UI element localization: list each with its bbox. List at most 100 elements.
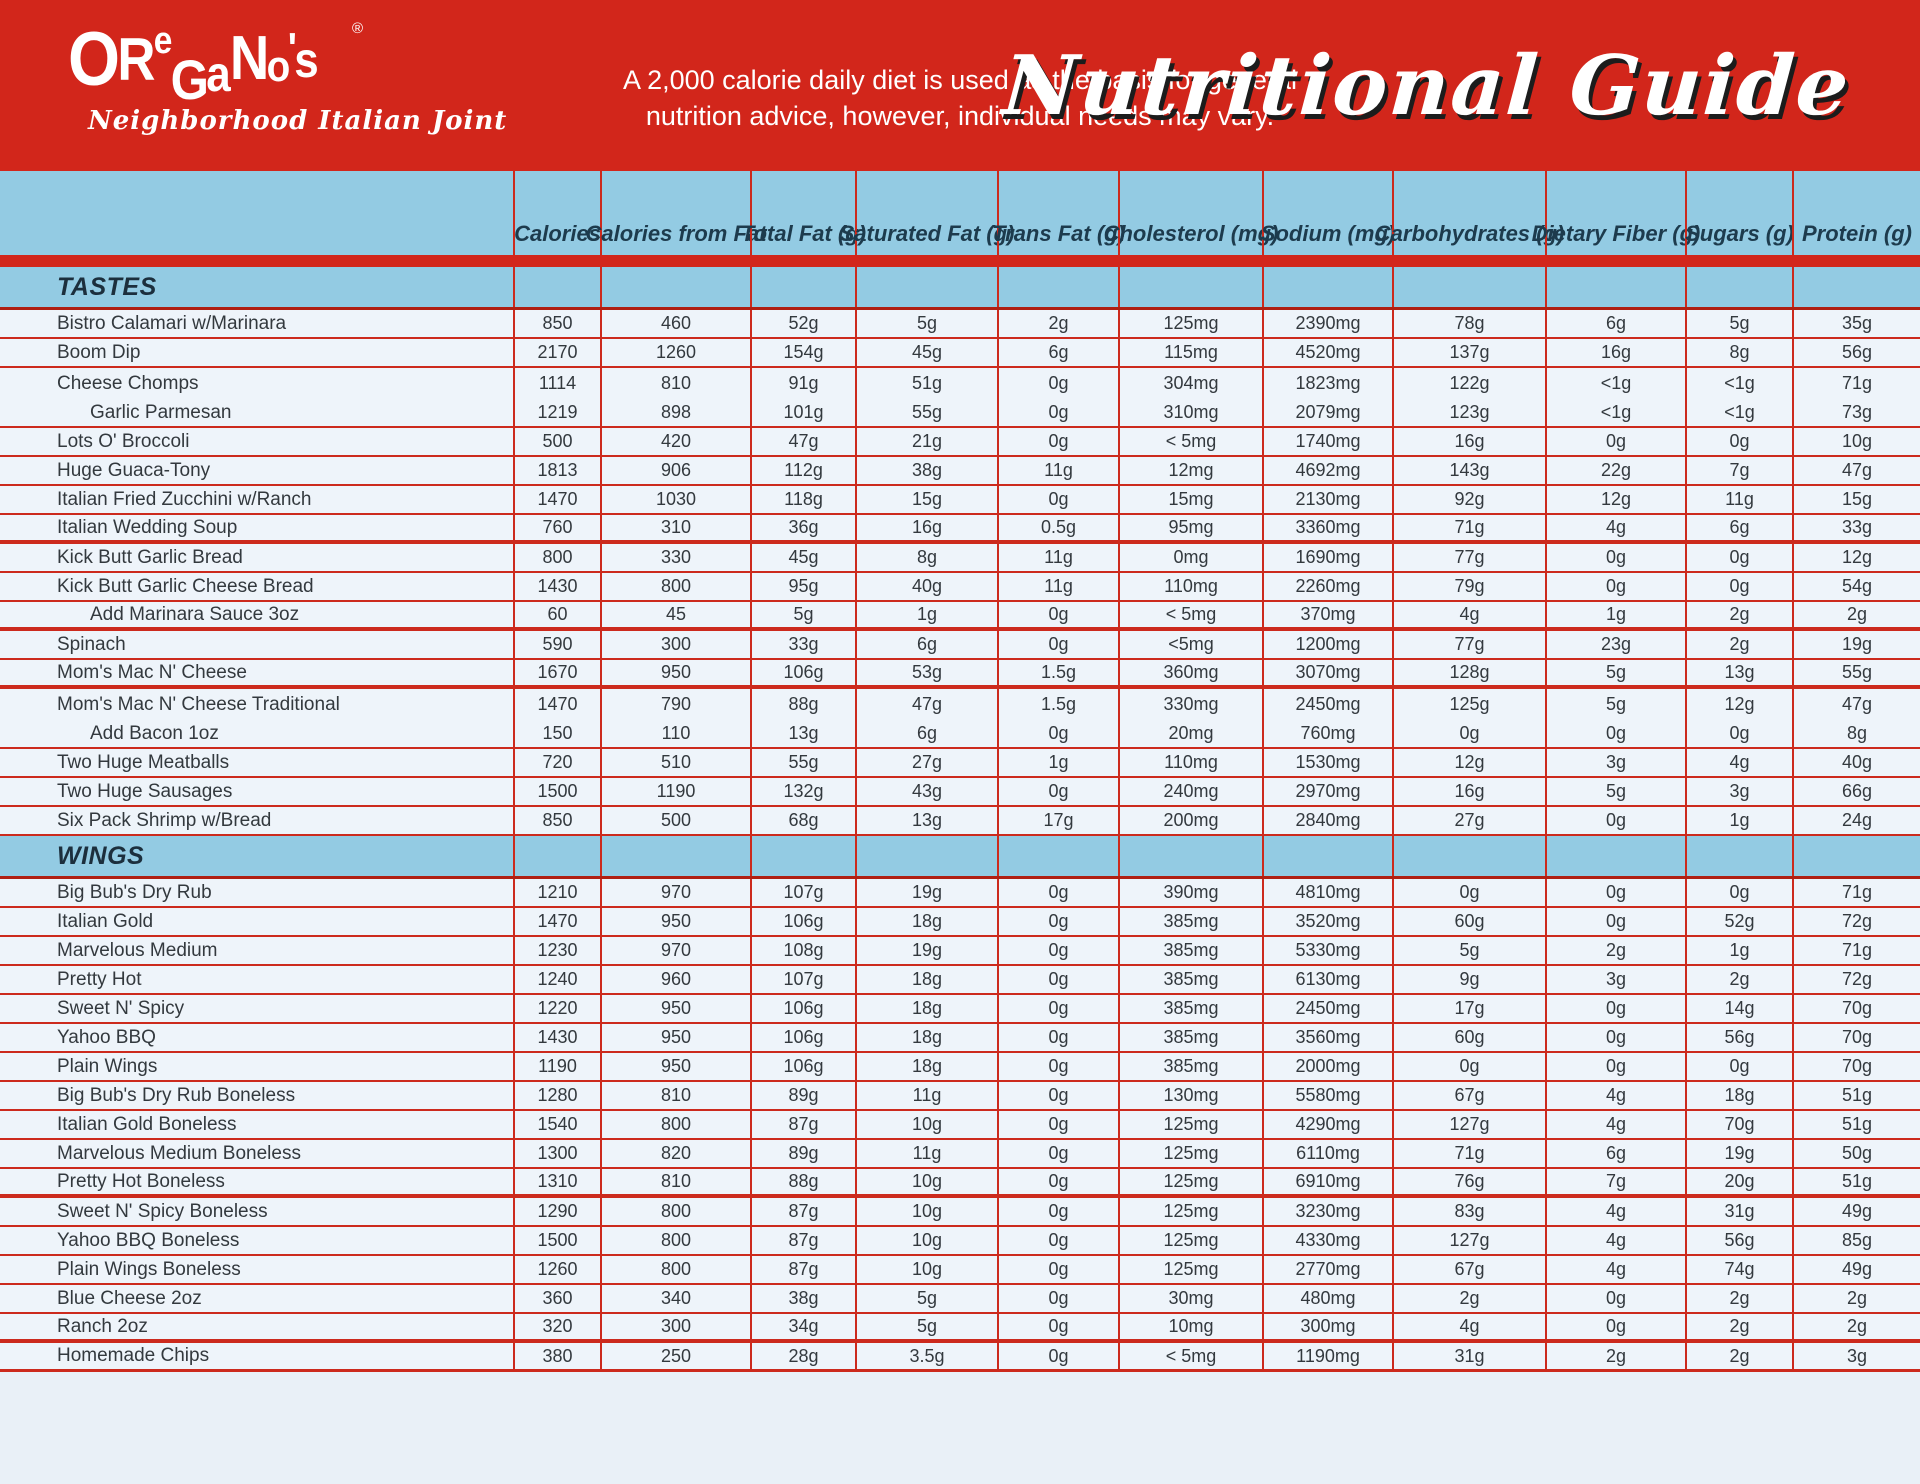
value-cell: 47g	[750, 428, 855, 455]
value-cell: < 5mg	[1118, 1343, 1262, 1369]
value-cell: 0g	[1685, 573, 1792, 600]
value-cell: 5580mg	[1262, 1082, 1392, 1109]
table-row: Big Bub's Dry Rub Boneless 1280 810 89g 11g 0…	[0, 1082, 1920, 1111]
column-header: Trans Fat (g)	[992, 171, 1125, 255]
value-cell: 1190mg	[1262, 1343, 1392, 1369]
value-cell: 1220	[513, 995, 600, 1022]
value-cell: 970	[600, 879, 750, 906]
value-cell: 2g	[1792, 602, 1920, 627]
value-cell: 13g	[1685, 660, 1792, 685]
value-cell: 0g	[1545, 544, 1685, 571]
value-cell: 1540	[513, 1111, 600, 1138]
table-row: Marvelous Medium Boneless 1300 820 89g 11g 0g…	[0, 1140, 1920, 1169]
value-cell: 125mg	[1118, 1256, 1262, 1283]
value-cell: 67g	[1392, 1256, 1545, 1283]
section-band-cell	[1792, 836, 1920, 876]
value-cell: 55g	[1792, 660, 1920, 685]
item-name: Boom Dip	[57, 341, 141, 363]
value-cell: 6g	[855, 720, 997, 747]
item-name: Sweet N' Spicy	[57, 997, 185, 1019]
section-band-cell	[1685, 267, 1792, 307]
value-cell: 52g	[750, 310, 855, 337]
value-cell: 0g	[997, 1256, 1118, 1283]
value-cell: 56g	[1792, 339, 1920, 366]
value-cell: 137g	[1392, 339, 1545, 366]
section-band-cell	[750, 836, 855, 876]
value-cell: 2g	[1792, 1314, 1920, 1339]
section-band-cell	[750, 267, 855, 307]
value-cell: 52g	[1685, 908, 1792, 935]
value-cell: 4520mg	[1262, 339, 1392, 366]
value-cell: 11g	[997, 573, 1118, 600]
value-cell: 60g	[1392, 908, 1545, 935]
value-cell: 38g	[855, 457, 997, 484]
value-cell: 8g	[1685, 339, 1792, 366]
value-cell: 200mg	[1118, 807, 1262, 834]
value-cell: 0g	[1545, 995, 1685, 1022]
value-cell: <1g	[1685, 368, 1792, 399]
value-cell: 47g	[1792, 457, 1920, 484]
value-cell: 73g	[1792, 399, 1920, 426]
value-cell: 0.5g	[997, 515, 1118, 540]
value-cell: 1670	[513, 660, 600, 685]
item-name: Kick Butt Garlic Cheese Bread	[57, 575, 314, 597]
value-cell: 5330mg	[1262, 937, 1392, 964]
value-cell: 2g	[1685, 1343, 1792, 1369]
value-cell: 0g	[997, 1198, 1118, 1225]
value-cell: 0g	[1545, 573, 1685, 600]
value-cell: 79g	[1392, 573, 1545, 600]
table-row: Italian Fried Zucchini w/Ranch 1470 1030 11…	[0, 486, 1920, 515]
value-cell: 95g	[750, 573, 855, 600]
value-cell: 11g	[997, 457, 1118, 484]
table-row: Huge Guaca-Tony 1813 906 112g 38g 11g 12mg 4692…	[0, 457, 1920, 486]
value-cell: 18g	[855, 1053, 997, 1080]
table-row: Ranch 2oz 320 300 34g 5g 0g 10mg 300mg 4g 0g 2g 2g	[0, 1314, 1920, 1343]
value-cell: 800	[600, 1198, 750, 1225]
value-cell: 310mg	[1118, 399, 1262, 426]
value-cell: < 5mg	[1118, 428, 1262, 455]
value-cell: 1219	[513, 399, 600, 426]
section-band-cell	[1545, 836, 1685, 876]
section-band-cell	[1392, 267, 1545, 307]
value-cell: 0g	[997, 1285, 1118, 1312]
value-cell: 0g	[1545, 1053, 1685, 1080]
value-cell: 10g	[855, 1256, 997, 1283]
value-cell: 55g	[855, 399, 997, 426]
value-cell: 17g	[997, 807, 1118, 834]
value-cell: 77g	[1392, 631, 1545, 658]
value-cell: 2130mg	[1262, 486, 1392, 513]
value-cell: 6g	[1685, 515, 1792, 540]
value-cell: 0g	[997, 1024, 1118, 1051]
value-cell: 6g	[1545, 310, 1685, 337]
value-cell: 40g	[855, 573, 997, 600]
value-cell: 0g	[1392, 1053, 1545, 1080]
section-band-cell	[600, 267, 750, 307]
disclaimer-line-2: nutrition advice, however, individual ne…	[645, 101, 1275, 132]
value-cell: 127g	[1392, 1227, 1545, 1254]
value-cell: 95mg	[1118, 515, 1262, 540]
value-cell: 420	[600, 428, 750, 455]
item-name: Spinach	[57, 633, 126, 655]
logo-tagline: Neighborhood Italian Joint	[88, 106, 508, 136]
value-cell: 4330mg	[1262, 1227, 1392, 1254]
value-cell: 128g	[1392, 660, 1545, 685]
table-row: Plain Wings Boneless 1260 800 87g 10g 0g 125mg…	[0, 1256, 1920, 1285]
value-cell: 4290mg	[1262, 1111, 1392, 1138]
value-cell: 500	[513, 428, 600, 455]
value-cell: 1470	[513, 689, 600, 720]
disclaimer-line-1: A 2,000 calorie daily diet is used as th…	[623, 65, 1297, 95]
value-cell: 2g	[1392, 1285, 1545, 1312]
value-cell: <1g	[1545, 368, 1685, 399]
section-band-cell	[855, 267, 997, 307]
value-cell: 71g	[1392, 515, 1545, 540]
value-cell: 4692mg	[1262, 457, 1392, 484]
logo-letter: s	[294, 32, 318, 88]
value-cell: 12g	[1392, 749, 1545, 776]
value-cell: 77g	[1392, 544, 1545, 571]
value-cell: 0g	[1545, 1314, 1685, 1339]
column-header: Sodium (mg)	[1261, 171, 1395, 255]
value-cell: 2260mg	[1262, 573, 1392, 600]
table-row: Lots O' Broccoli 500 420 47g 21g 0g < 5mg 1740m…	[0, 428, 1920, 457]
value-cell: 49g	[1792, 1198, 1920, 1225]
value-cell: 1430	[513, 573, 600, 600]
